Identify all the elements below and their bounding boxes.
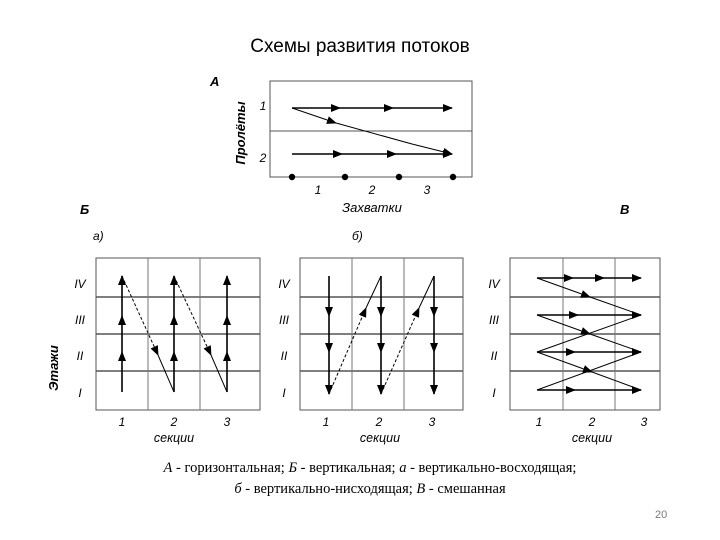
diagram-a-x-tick-3: 3 [424, 183, 431, 197]
diagram-b-y-label: Этажи [46, 345, 61, 391]
diagram-b-panel-b-label: б) [352, 229, 363, 243]
caption-text-beta: - вертикально-нисходящая; [241, 481, 417, 497]
section-tick-1: 1 [536, 415, 543, 429]
diagram-a-label: А [209, 74, 219, 89]
panel-b-b: IV III II I 1 2 3 секции [278, 257, 464, 445]
section-tick-2: 2 [170, 415, 178, 429]
floor-label-i: I [78, 386, 82, 400]
floor-label-iv: IV [488, 277, 500, 291]
panel-b-a-x-label: секции [154, 431, 194, 445]
floor-label-ii: II [77, 349, 84, 363]
caption-line-1: А - горизонтальная; Б - вертикальная; а … [100, 458, 640, 479]
panel-v-x-label: секции [572, 431, 612, 445]
diagram-b-label: Б [80, 202, 89, 217]
floor-label-i: I [282, 386, 286, 400]
floor-label-iv: IV [74, 277, 86, 291]
caption-sym-v: В [416, 481, 426, 497]
caption-text-v: - смешанная [425, 481, 506, 497]
floor-label-iii: III [75, 313, 86, 327]
floor-label-iii: III [279, 313, 290, 327]
section-tick-1: 1 [119, 415, 126, 429]
floor-label-iv: IV [278, 277, 290, 291]
section-tick-2: 2 [375, 415, 383, 429]
floor-label-iii: III [489, 313, 500, 327]
panel-b-a: IV III II I 1 2 3 секции [74, 257, 261, 445]
section-tick-3: 3 [224, 415, 231, 429]
caption-sym-alpha: а [399, 460, 407, 476]
diagram-v-label: В [620, 202, 629, 217]
diagram-a-row-1: 1 [260, 99, 267, 113]
caption-text-a: - горизонтальная; [172, 460, 289, 476]
caption-sym-b: Б [288, 460, 297, 476]
legend-caption: А - горизонтальная; Б - вертикальная; а … [100, 458, 640, 500]
slide-title: Схемы развития потоков [250, 36, 470, 57]
floor-label-ii: II [491, 349, 498, 363]
caption-text-b: - вертикальная; [297, 460, 400, 476]
floor-label-ii: II [281, 349, 288, 363]
section-tick-1: 1 [323, 415, 330, 429]
diagram-b-panel-a-label: а) [93, 229, 104, 243]
floor-label-i: I [492, 386, 496, 400]
diagram-a-row-2: 2 [259, 151, 267, 165]
section-tick-2: 2 [588, 415, 596, 429]
caption-line-2: б - вертикально-нисходящая; В - смешанна… [100, 479, 640, 500]
diagram-a-y-label: Пролёты [233, 101, 248, 164]
panel-v: IV III II I 1 2 3 секции [488, 257, 661, 445]
caption-sym-beta: б [234, 481, 242, 497]
diagram-a-x-tick-1: 1 [315, 183, 322, 197]
caption-sym-a: А [163, 460, 173, 476]
page-number: 20 [655, 509, 668, 521]
caption-text-alpha: - вертикально-восходящая; [406, 460, 577, 476]
panel-b-b-x-label: секции [360, 431, 400, 445]
diagram-a: А Пролёты 1 2 1 2 3 Захватки [209, 74, 473, 215]
diagram-a-x-label: Захватки [342, 200, 402, 215]
section-tick-3: 3 [641, 415, 648, 429]
section-tick-3: 3 [429, 415, 436, 429]
diagram-a-x-tick-2: 2 [368, 183, 376, 197]
